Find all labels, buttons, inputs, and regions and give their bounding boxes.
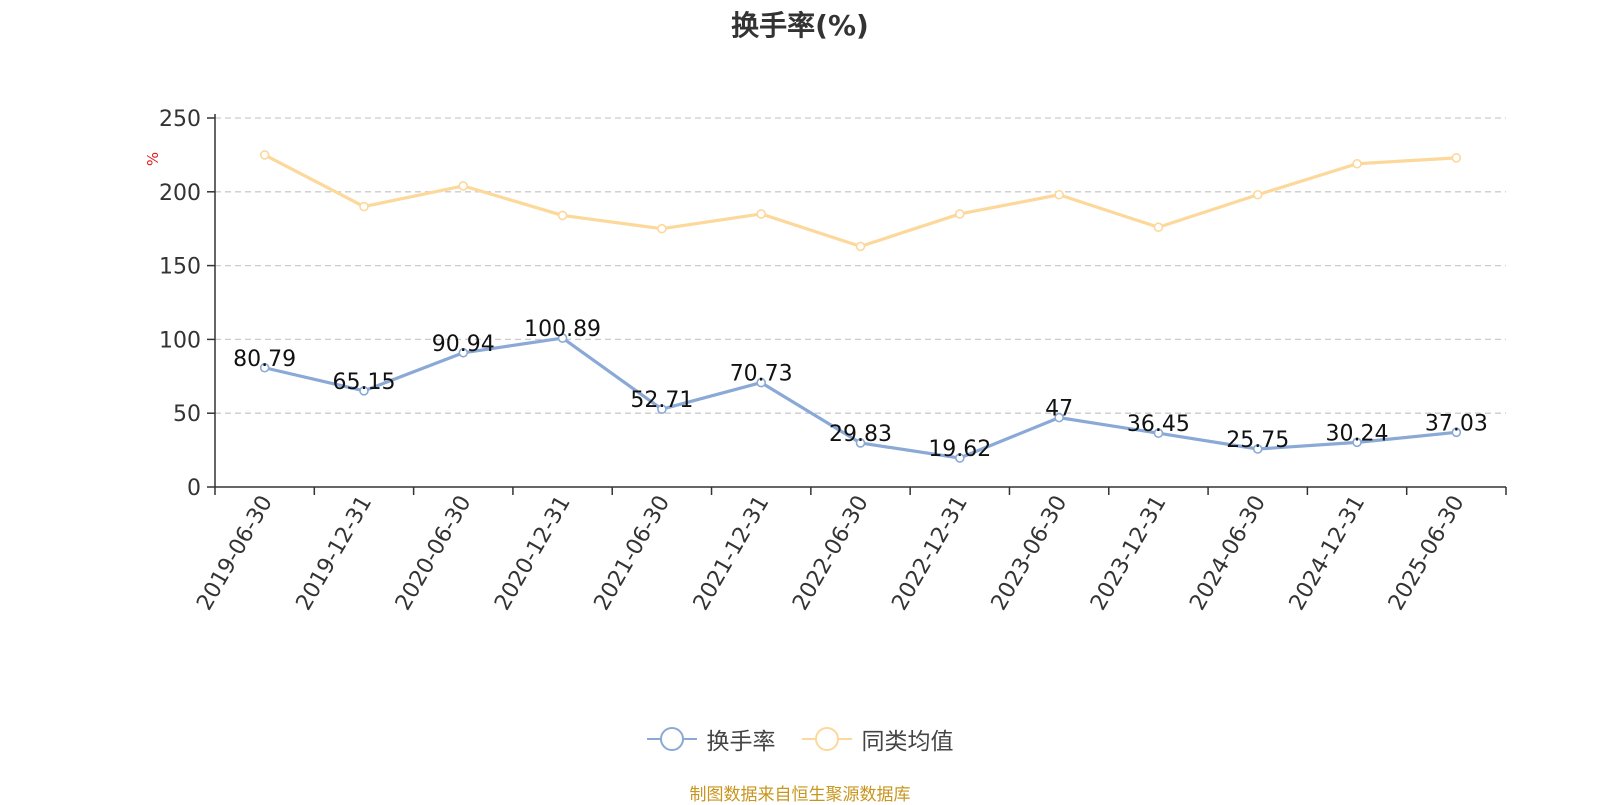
data-point bbox=[1252, 189, 1263, 200]
x-tick-label: 2025-06-30 bbox=[1384, 492, 1470, 615]
y-tick-label: 100 bbox=[159, 328, 201, 353]
x-tick-label: 2023-06-30 bbox=[987, 492, 1073, 615]
x-tick-label: 2024-06-30 bbox=[1185, 492, 1271, 615]
source-footnote: 制图数据来自恒生聚源数据库 bbox=[689, 785, 911, 805]
data-label: 19.62 bbox=[928, 437, 991, 462]
data-point bbox=[756, 209, 766, 219]
y-tick-label: 0 bbox=[187, 476, 201, 501]
series-line-peer-average bbox=[263, 153, 1457, 249]
series-lines bbox=[259, 150, 1462, 463]
legend-item-peer-average[interactable]: 同类均值 bbox=[801, 722, 954, 756]
data-point bbox=[557, 210, 568, 221]
data-point bbox=[657, 223, 667, 234]
legend-label-turnover: 换手率 bbox=[706, 729, 776, 755]
grid-lines bbox=[215, 117, 1506, 414]
data-label: 29.83 bbox=[829, 422, 892, 447]
legend-marker-turnover bbox=[646, 725, 697, 753]
data-label: 90.94 bbox=[432, 332, 495, 357]
data-point bbox=[557, 333, 568, 343]
data-point bbox=[955, 453, 965, 463]
data-point bbox=[1451, 427, 1462, 438]
x-tick-label: 2022-12-31 bbox=[887, 492, 973, 615]
data-point bbox=[756, 377, 766, 388]
y-tick-label: 150 bbox=[159, 255, 201, 280]
data-labels: 80.79 65.15 90.94 100.89 52.71 70.73 29.83 19.6… bbox=[233, 317, 1488, 462]
data-label: 70.73 bbox=[730, 362, 793, 387]
data-point bbox=[458, 181, 469, 191]
y-tick-label: 200 bbox=[159, 181, 201, 206]
data-label: 65.15 bbox=[332, 370, 395, 395]
data-point bbox=[259, 150, 270, 160]
x-tick-label: 2022-06-30 bbox=[788, 492, 874, 615]
data-point bbox=[359, 386, 369, 396]
data-label: 37.03 bbox=[1425, 411, 1488, 436]
data-point bbox=[955, 209, 965, 219]
data-label: 47 bbox=[1045, 397, 1073, 422]
data-point bbox=[1252, 444, 1263, 454]
x-tick-label: 2021-06-30 bbox=[590, 492, 676, 615]
data-point bbox=[1153, 222, 1164, 233]
data-point bbox=[1054, 412, 1064, 423]
chart-title: 换手率(%) bbox=[731, 9, 869, 42]
data-label: 36.45 bbox=[1127, 412, 1190, 437]
data-point bbox=[657, 404, 667, 415]
data-point bbox=[1153, 428, 1164, 438]
data-point bbox=[359, 201, 369, 212]
data-point bbox=[1054, 189, 1064, 200]
x-tick-label: 2023-12-31 bbox=[1086, 492, 1172, 615]
y-tick-label: 250 bbox=[159, 107, 201, 132]
legend-marker-peer-average bbox=[801, 725, 852, 753]
data-label: 25.75 bbox=[1226, 428, 1289, 453]
data-label: 100.89 bbox=[524, 317, 601, 342]
x-tick-label: 2019-06-30 bbox=[192, 492, 278, 615]
x-tick-label: 2021-12-31 bbox=[689, 492, 775, 615]
y-axis-label: % bbox=[144, 152, 162, 166]
data-point bbox=[1352, 158, 1362, 169]
data-point bbox=[1451, 153, 1462, 163]
data-point bbox=[1352, 437, 1362, 448]
legend: 换手率 同类均值 bbox=[0, 722, 1600, 756]
x-tick-label: 2020-06-30 bbox=[391, 492, 477, 615]
y-tick-label: 50 bbox=[173, 402, 201, 427]
x-tick-label: 2024-12-31 bbox=[1285, 492, 1371, 615]
data-label: 80.79 bbox=[233, 347, 296, 372]
data-point bbox=[855, 241, 866, 252]
x-tick-label: 2019-12-31 bbox=[292, 492, 378, 615]
data-point bbox=[458, 347, 469, 358]
data-point bbox=[855, 438, 866, 448]
data-label: 52.71 bbox=[630, 388, 693, 413]
data-label: 30.24 bbox=[1326, 421, 1389, 446]
legend-item-turnover[interactable]: 换手率 bbox=[646, 722, 776, 756]
data-point bbox=[259, 362, 270, 373]
legend-label-peer-average: 同类均值 bbox=[861, 729, 954, 755]
x-tick-label: 2020-12-31 bbox=[490, 492, 576, 615]
